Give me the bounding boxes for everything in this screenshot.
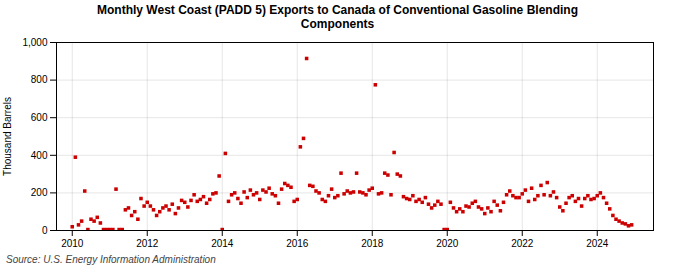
svg-text:2020: 2020 [436, 237, 459, 248]
svg-text:2010: 2010 [61, 237, 84, 248]
svg-text:Thousand Barrels: Thousand Barrels [2, 97, 13, 176]
svg-text:600: 600 [31, 112, 48, 123]
svg-text:400: 400 [31, 149, 48, 160]
svg-text:2014: 2014 [211, 237, 234, 248]
svg-text:800: 800 [31, 74, 48, 85]
svg-text:2024: 2024 [586, 237, 609, 248]
svg-text:2016: 2016 [286, 237, 309, 248]
html-text:Source: U.S. Energy Informatio: Source: U.S. Energy Information Administ… [6, 253, 216, 265]
svg-text:1,000: 1,000 [22, 36, 47, 47]
svg-text:200: 200 [31, 187, 48, 198]
svg-text:2022: 2022 [511, 237, 534, 248]
svg-text:2012: 2012 [136, 237, 159, 248]
svg-text:0: 0 [42, 224, 48, 235]
svg-text:2018: 2018 [361, 237, 384, 248]
html-text:Monthly West Coast (PADD 5) Ex: Monthly West Coast (PADD 5) Exports to C… [97, 3, 578, 32]
